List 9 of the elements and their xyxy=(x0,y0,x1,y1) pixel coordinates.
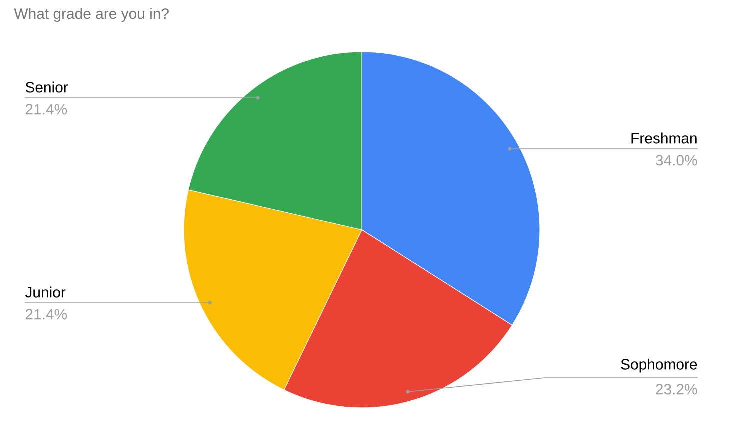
slice-label: Senior xyxy=(26,82,68,93)
slice-label: Freshman xyxy=(632,132,697,144)
slice-label: Junior xyxy=(25,286,66,298)
data-label: 21.4% xyxy=(26,104,68,115)
chart-title: What grade are you in? xyxy=(14,8,169,22)
data-label: 21.4% xyxy=(26,309,68,320)
data-label: 23.2% xyxy=(656,384,698,395)
data-label: 34.0% xyxy=(656,155,698,166)
slice-label: Sophomore xyxy=(621,358,698,373)
